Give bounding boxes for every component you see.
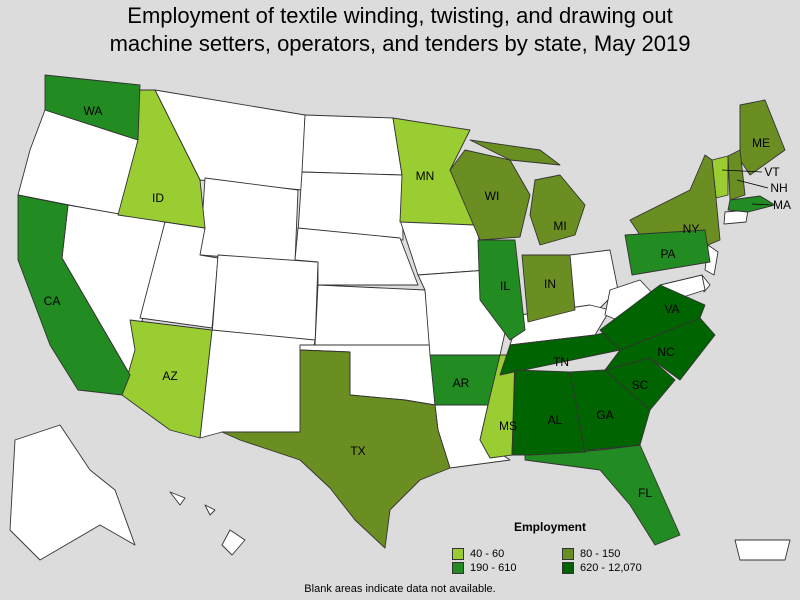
label-NY: NY: [683, 222, 700, 236]
state-AK: [9, 424, 136, 561]
state-NH: [727, 149, 746, 201]
state-PA: [624, 229, 711, 276]
state-VA: [599, 284, 706, 351]
tier-80-150-states: [221, 99, 786, 549]
state-WY: [199, 177, 299, 263]
label-NC: NC: [657, 345, 675, 359]
label-AL: AL: [548, 413, 563, 427]
state-WA: [44, 74, 141, 141]
state-labels: WA CA ID AZ MN WI MI IL IN TX AR MS AL T…: [44, 104, 791, 500]
legend-title: Employment: [514, 520, 587, 534]
legend-item-4: 620 - 12,070: [562, 562, 642, 574]
label-AR: AR: [453, 376, 470, 390]
label-VA: VA: [664, 302, 679, 316]
legend-swatch-3: [452, 562, 464, 574]
state-CT: [723, 209, 749, 225]
legend-swatch-1: [452, 548, 464, 560]
tier-620-12070-states: [499, 284, 716, 456]
title-line-2: machine setters, operators, and tenders …: [109, 31, 691, 56]
label-IN: IN: [544, 277, 556, 291]
label-CA: CA: [44, 294, 61, 308]
label-MN: MN: [416, 169, 435, 183]
title-line-1: Employment of textile winding, twisting,…: [127, 3, 673, 28]
state-AL: [511, 369, 586, 456]
state-KS: [314, 284, 431, 346]
label-MA: MA: [773, 198, 791, 212]
label-MI: MI: [553, 219, 566, 233]
label-GA: GA: [596, 408, 613, 422]
map-title: Employment of textile winding, twisting,…: [0, 2, 800, 58]
legend-label-2: 80 - 150: [580, 548, 621, 560]
state-NM: [199, 329, 316, 439]
label-VT: VT: [764, 165, 780, 179]
legend-item-3: 190 - 610: [452, 562, 516, 574]
label-FL: FL: [638, 486, 652, 500]
state-SD: [297, 171, 404, 241]
state-MI: [469, 139, 586, 246]
state-CA: [17, 194, 131, 396]
legend-label-1: 40 - 60: [470, 548, 505, 560]
label-TX: TX: [350, 444, 365, 458]
label-ME: ME: [752, 136, 770, 150]
label-ID: ID: [152, 191, 164, 205]
state-IN: [521, 254, 576, 323]
state-ND: [301, 114, 403, 176]
label-AZ: AZ: [162, 369, 177, 383]
tier-190-610-states: [17, 74, 776, 546]
state-FL: [524, 444, 681, 546]
state-IL: [477, 239, 526, 341]
tier-40-60-states: [117, 89, 729, 459]
label-TN: TN: [553, 355, 569, 369]
no-data-states: [9, 89, 791, 561]
state-TX: [221, 349, 451, 549]
state-AR: [429, 354, 501, 406]
state-AZ: [121, 319, 213, 439]
legend-item-2: 80 - 150: [562, 548, 620, 560]
label-PA: PA: [660, 247, 675, 261]
label-MS: MS: [499, 419, 517, 433]
legend-swatch-2: [562, 548, 574, 560]
state-MA: [727, 195, 776, 213]
legend-label-4: 620 - 12,070: [580, 562, 642, 574]
label-WA: WA: [84, 104, 103, 118]
label-WI: WI: [485, 189, 500, 203]
leader-lines: [721, 169, 773, 206]
label-IL: IL: [500, 279, 510, 293]
state-HI: [169, 491, 246, 556]
legend-swatch-4: [562, 562, 574, 574]
legend-item-1: 40 - 60: [452, 548, 504, 560]
state-ID: [117, 89, 206, 229]
state-PR: [734, 539, 791, 561]
label-NH: NH: [770, 181, 787, 195]
legend-label-3: 190 - 610: [470, 562, 517, 574]
label-SC: SC: [632, 378, 649, 392]
footnote: Blank areas indicate data not available.: [304, 583, 496, 595]
